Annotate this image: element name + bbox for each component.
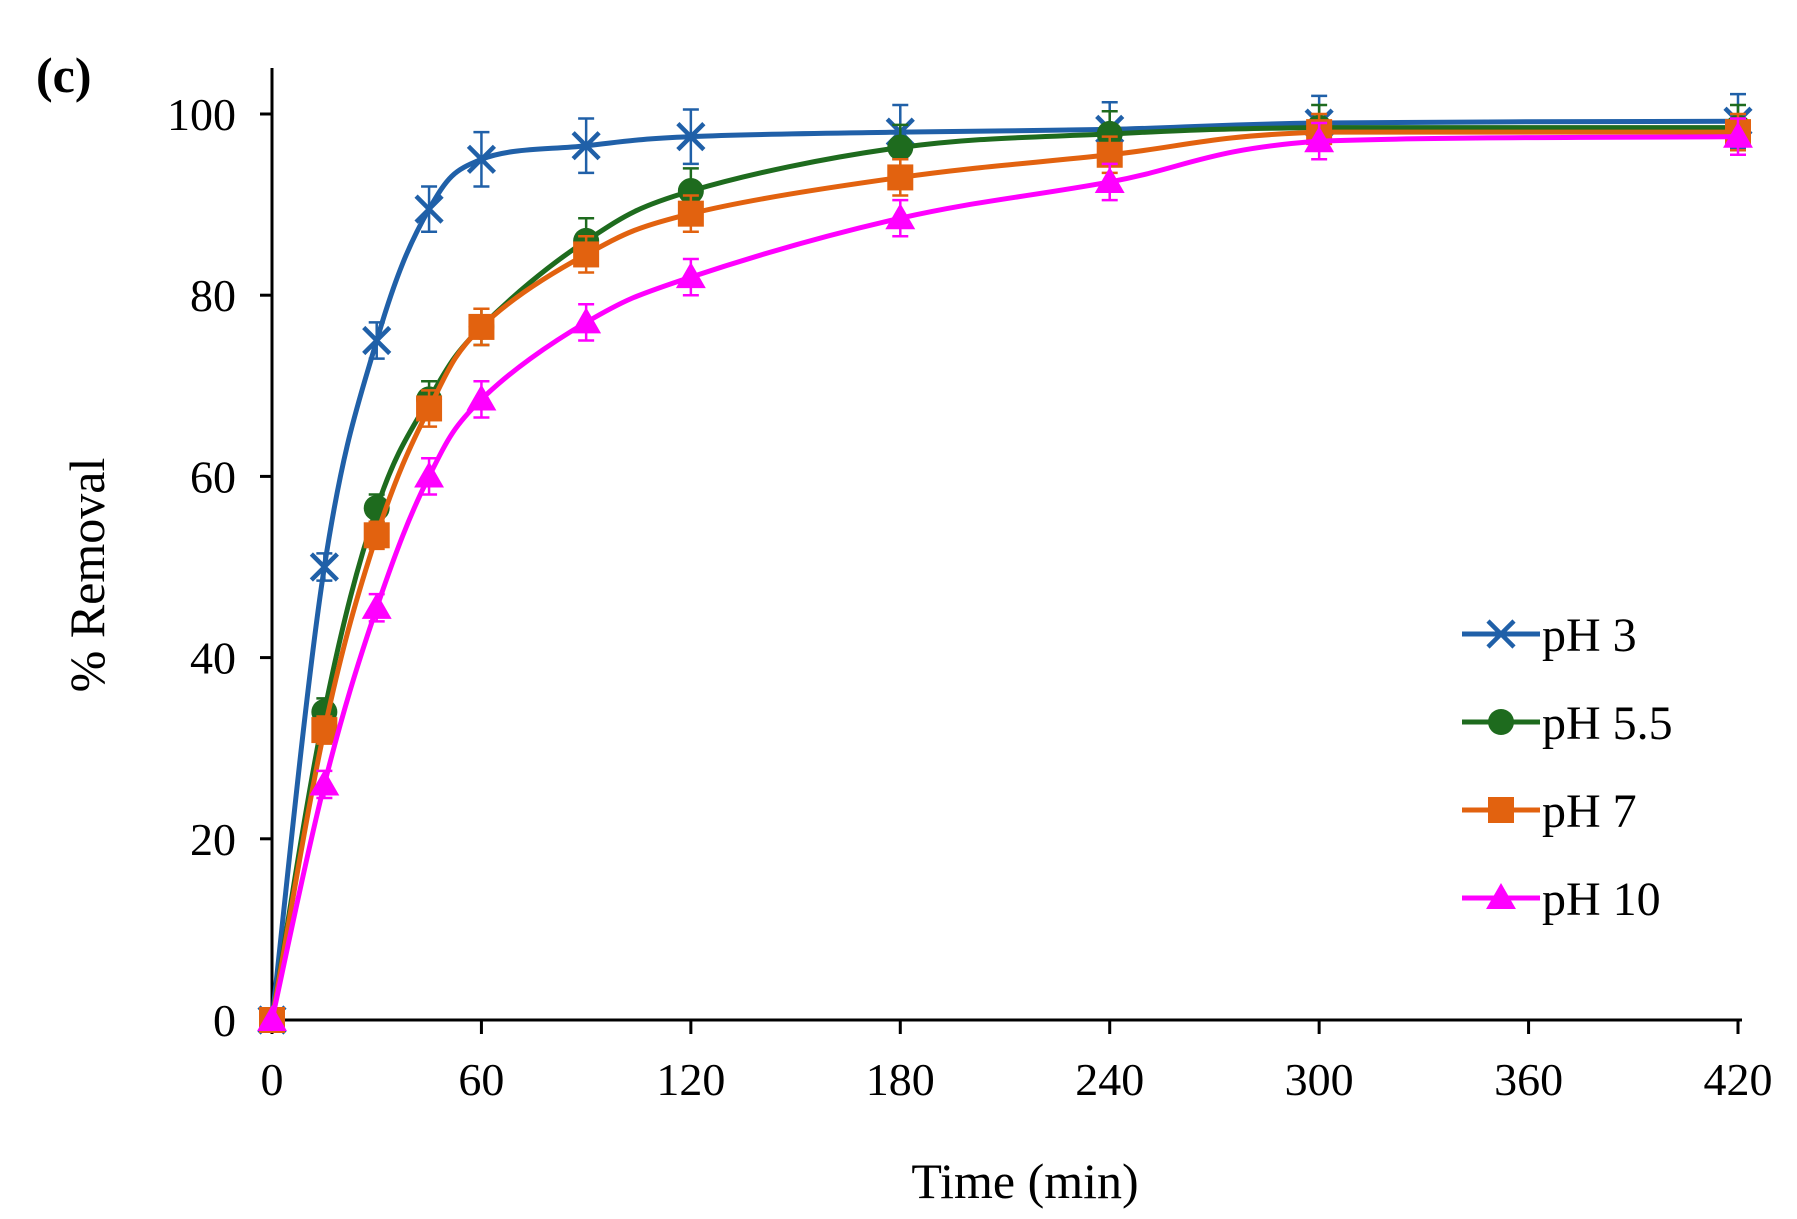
legend: pH 3 pH 5.5 pH 7 pH 10 <box>1462 609 1673 926</box>
data-point <box>466 384 497 411</box>
data-point <box>1488 797 1514 823</box>
data-point <box>311 717 338 744</box>
data-point <box>363 522 390 549</box>
legend-item: pH 10 <box>1462 873 1661 926</box>
data-point <box>571 307 602 334</box>
data-point <box>361 592 392 619</box>
data-point <box>885 203 916 230</box>
data-point <box>414 461 445 488</box>
plot-area <box>257 92 1753 1035</box>
legend-label: pH 3 <box>1542 609 1637 662</box>
data-point <box>677 178 704 205</box>
x-tick-label: 240 <box>1075 1054 1144 1105</box>
y-tick-label: 0 <box>213 995 236 1046</box>
series-ph-10 <box>257 117 1753 1032</box>
series-ph-5-5 <box>259 103 1751 1033</box>
x-axis-title: Time (min) <box>911 1153 1138 1209</box>
legend-item: pH 3 <box>1462 609 1637 662</box>
data-point <box>468 313 495 340</box>
x-tick-label: 180 <box>866 1054 935 1105</box>
legend-item: pH 5.5 <box>1462 697 1673 750</box>
series-line <box>269 129 1738 1021</box>
data-point <box>573 241 600 268</box>
data-point <box>309 552 339 582</box>
y-tick-label: 100 <box>167 89 236 140</box>
y-tick-label: 20 <box>190 814 236 865</box>
axes: 0 20 40 60 80 100 0 60 120 180 240 300 360 420 <box>167 68 1773 1105</box>
data-point <box>362 325 392 356</box>
data-point <box>675 262 706 289</box>
data-point <box>1486 619 1516 649</box>
data-point <box>676 122 706 152</box>
series-line <box>269 125 1738 1021</box>
data-point <box>1723 121 1753 148</box>
legend-label: pH 5.5 <box>1542 697 1673 750</box>
data-point <box>1094 167 1125 193</box>
y-tick-label: 40 <box>190 633 236 684</box>
series-line <box>269 118 1739 1021</box>
x-tick-label: 0 <box>261 1054 284 1105</box>
legend-item: pH 7 <box>1462 785 1637 838</box>
panel-label: (c) <box>36 47 92 103</box>
x-tick-label: 420 <box>1704 1054 1773 1105</box>
data-point <box>414 194 444 224</box>
data-point <box>1486 883 1516 910</box>
data-point <box>1488 709 1514 735</box>
legend-label: pH 7 <box>1542 785 1637 838</box>
y-tick-label: 80 <box>190 270 236 321</box>
series-line <box>269 134 1739 1021</box>
data-point <box>1304 126 1335 153</box>
series-ph-3 <box>257 92 1753 1035</box>
x-tick-label: 300 <box>1285 1054 1354 1105</box>
y-tick-label: 60 <box>190 451 236 502</box>
series-ph-7 <box>259 112 1751 1033</box>
data-point <box>1096 120 1123 147</box>
x-tick-label: 120 <box>656 1054 725 1105</box>
data-point <box>571 131 601 161</box>
x-tick-label: 360 <box>1494 1054 1563 1105</box>
data-point <box>887 134 914 161</box>
data-point <box>416 395 443 422</box>
x-tick-label: 60 <box>458 1054 504 1105</box>
y-axis-title: % Removal <box>59 458 115 693</box>
data-point <box>677 200 704 227</box>
data-point <box>466 144 497 174</box>
data-point <box>309 769 340 796</box>
legend-label: pH 10 <box>1542 873 1661 926</box>
data-point <box>257 1005 287 1032</box>
data-point <box>887 164 914 191</box>
